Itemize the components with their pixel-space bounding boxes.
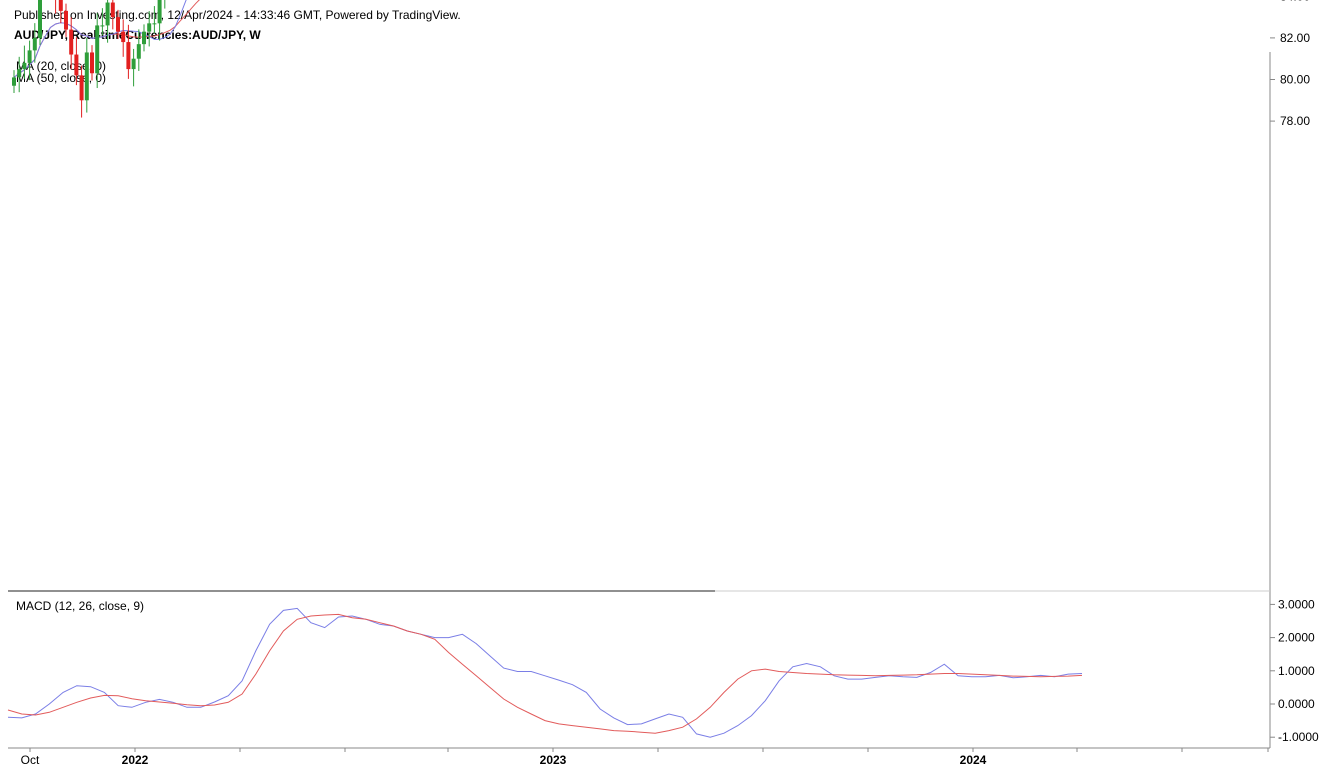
candle-body (105, 2, 110, 26)
x-tick-label: 2024 (960, 753, 987, 767)
candle-body (157, 0, 162, 24)
macd-tick-label: 3.0000 (1278, 597, 1315, 611)
candle-body (58, 0, 63, 11)
candle-body (100, 25, 105, 27)
candle-body (64, 10, 68, 30)
macd-line (7, 607, 1083, 738)
y-tick-label: 84.00 (1280, 0, 1310, 3)
candle-body (90, 52, 94, 74)
candle-body (69, 29, 74, 55)
candle-body (17, 69, 22, 78)
macd-tick-label: -1.0000 (1278, 730, 1319, 744)
candle-body (12, 77, 16, 86)
macd-legend: MACD (12, 26, close, 9) (16, 599, 145, 613)
macd-tick-label: 0.0000 (1278, 697, 1315, 711)
candle-body (152, 23, 157, 25)
symbol-title: AUD/JPY, Real-timeCurrencies:AUD/JPY, W (14, 28, 261, 42)
candle-body (121, 31, 126, 43)
published-notice: Published on Investing.com, 12/Apr/2024 … (14, 8, 461, 22)
candle-body (22, 62, 27, 70)
candle-body (74, 54, 79, 76)
candle-body (131, 58, 136, 70)
macd-tick-label: 2.0000 (1278, 631, 1315, 645)
y-tick-label: 78.00 (1280, 114, 1310, 128)
y-tick-label: 82.00 (1280, 31, 1310, 45)
candle-body (126, 42, 131, 70)
x-tick-label: Oct (21, 753, 40, 767)
candle-body (79, 75, 84, 101)
candle-body (136, 44, 141, 59)
macd-tick-label: 1.0000 (1278, 664, 1315, 678)
y-tick-label: 80.00 (1280, 73, 1310, 87)
x-tick-label: 2023 (540, 753, 567, 767)
candle-body (142, 31, 146, 45)
candle-body (147, 23, 152, 32)
candle-body (84, 52, 89, 101)
candle-body (116, 17, 120, 32)
x-tick-label: 2022 (122, 753, 149, 767)
candle-body (38, 0, 42, 38)
ma20-legend: MA (20, close, 0) (16, 59, 107, 73)
candle-body (32, 37, 37, 51)
candle-body (110, 2, 115, 18)
signal-line (7, 613, 1083, 734)
candle-body (95, 25, 100, 74)
candle-body (27, 50, 32, 63)
